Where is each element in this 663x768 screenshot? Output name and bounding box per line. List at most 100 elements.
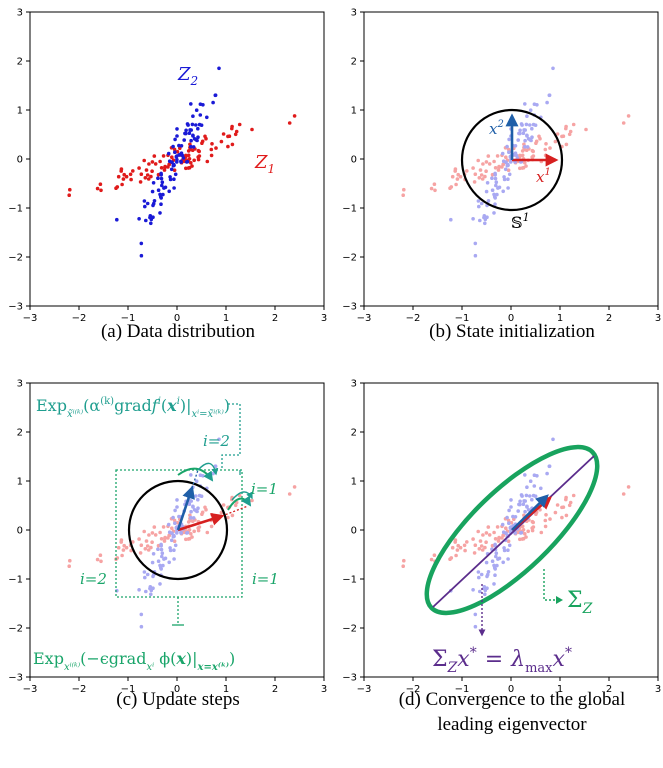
point-z1 bbox=[495, 525, 500, 529]
point-z2 bbox=[196, 497, 200, 502]
point-z2 bbox=[511, 514, 515, 519]
point-z2 bbox=[173, 508, 177, 513]
point-z2 bbox=[168, 548, 173, 553]
point-z2 bbox=[471, 217, 475, 221]
unit-circle-c bbox=[127, 479, 229, 581]
point-z2 bbox=[144, 589, 148, 594]
point-z1 bbox=[172, 168, 177, 172]
y-tick-label: −2 bbox=[342, 253, 357, 264]
point-z1 bbox=[626, 485, 631, 489]
point-z2 bbox=[156, 547, 160, 551]
point-z2 bbox=[179, 531, 183, 535]
point-z1 bbox=[484, 160, 489, 164]
x-tick-label: −3 bbox=[357, 313, 372, 324]
point-z2 bbox=[501, 560, 506, 565]
point-z2 bbox=[518, 128, 522, 133]
point-z1 bbox=[626, 114, 631, 118]
point-z1 bbox=[567, 503, 572, 508]
point-z1 bbox=[221, 132, 226, 136]
point-z1 bbox=[172, 147, 177, 152]
point-z2 bbox=[528, 494, 532, 498]
point-z1 bbox=[67, 564, 71, 568]
point-z2 bbox=[160, 551, 165, 555]
point-z1 bbox=[121, 177, 126, 181]
point-z2 bbox=[482, 586, 486, 591]
point-z2 bbox=[528, 479, 533, 484]
point-z2 bbox=[191, 516, 196, 520]
point-z2 bbox=[507, 543, 512, 548]
point-z1 bbox=[564, 513, 569, 518]
point-z1 bbox=[455, 177, 460, 181]
point-z1 bbox=[150, 531, 155, 535]
point-z2 bbox=[189, 499, 193, 503]
point-z2 bbox=[151, 181, 156, 185]
point-z2 bbox=[139, 241, 144, 246]
point-z2 bbox=[530, 135, 534, 139]
point-z1 bbox=[99, 559, 103, 564]
point-z2 bbox=[477, 204, 481, 209]
point-z2 bbox=[162, 557, 166, 561]
point-z2 bbox=[160, 180, 165, 184]
point-z2 bbox=[143, 575, 147, 580]
point-z1 bbox=[520, 524, 525, 529]
point-z2 bbox=[158, 565, 163, 570]
point-z2 bbox=[508, 525, 513, 530]
point-z1 bbox=[137, 537, 141, 541]
point-z1 bbox=[175, 149, 180, 154]
y-tick-label: 3 bbox=[17, 8, 23, 19]
point-z2 bbox=[171, 144, 175, 149]
point-z1 bbox=[501, 533, 506, 538]
point-z2 bbox=[175, 498, 179, 502]
point-z1 bbox=[233, 132, 238, 137]
point-z1 bbox=[496, 168, 501, 172]
point-z2 bbox=[485, 572, 490, 577]
curved-arrow-red-2 bbox=[231, 491, 253, 501]
point-z1 bbox=[230, 124, 234, 129]
bracket-top bbox=[221, 403, 241, 470]
x-tick-label: −2 bbox=[72, 313, 87, 324]
point-z1 bbox=[124, 545, 129, 550]
point-z2 bbox=[190, 122, 195, 127]
point-z2 bbox=[151, 586, 155, 590]
point-z1 bbox=[506, 168, 511, 172]
point-z1 bbox=[548, 146, 552, 150]
point-z2 bbox=[162, 186, 166, 190]
y-tick-label: 1 bbox=[17, 477, 23, 488]
point-z2 bbox=[486, 570, 491, 574]
covariance-ellipse bbox=[424, 444, 600, 616]
point-z1 bbox=[534, 512, 538, 516]
point-z2 bbox=[523, 473, 527, 477]
point-z2 bbox=[513, 515, 518, 519]
point-z1 bbox=[209, 147, 214, 152]
point-z2 bbox=[191, 145, 196, 149]
point-z1 bbox=[230, 513, 235, 518]
point-z1 bbox=[138, 180, 143, 184]
point-z1 bbox=[172, 539, 177, 543]
point-z1 bbox=[184, 166, 188, 171]
update-box bbox=[115, 469, 243, 598]
point-z1 bbox=[500, 536, 504, 540]
point-z1 bbox=[473, 172, 478, 176]
point-z1 bbox=[568, 500, 573, 505]
y-tick-label: −1 bbox=[8, 204, 23, 215]
point-z2 bbox=[523, 128, 527, 132]
sigma-leader bbox=[543, 569, 558, 601]
point-z1 bbox=[250, 127, 254, 132]
unit-circle bbox=[460, 108, 564, 212]
point-z2 bbox=[500, 522, 505, 527]
point-z2 bbox=[519, 493, 524, 497]
caption-b: (b) State initialization bbox=[429, 321, 595, 342]
point-z2 bbox=[201, 474, 205, 478]
point-z1 bbox=[226, 144, 230, 149]
point-z1 bbox=[190, 535, 194, 539]
point-z2 bbox=[486, 199, 491, 203]
y-tick-label: −3 bbox=[8, 302, 23, 313]
point-z1 bbox=[142, 158, 146, 163]
point-z2 bbox=[509, 498, 513, 502]
point-z1 bbox=[523, 161, 527, 165]
point-z1 bbox=[553, 510, 558, 515]
point-z2 bbox=[503, 167, 508, 172]
point-z1 bbox=[523, 532, 527, 536]
point-z2 bbox=[145, 572, 150, 577]
y-tick-label: −1 bbox=[342, 204, 357, 215]
